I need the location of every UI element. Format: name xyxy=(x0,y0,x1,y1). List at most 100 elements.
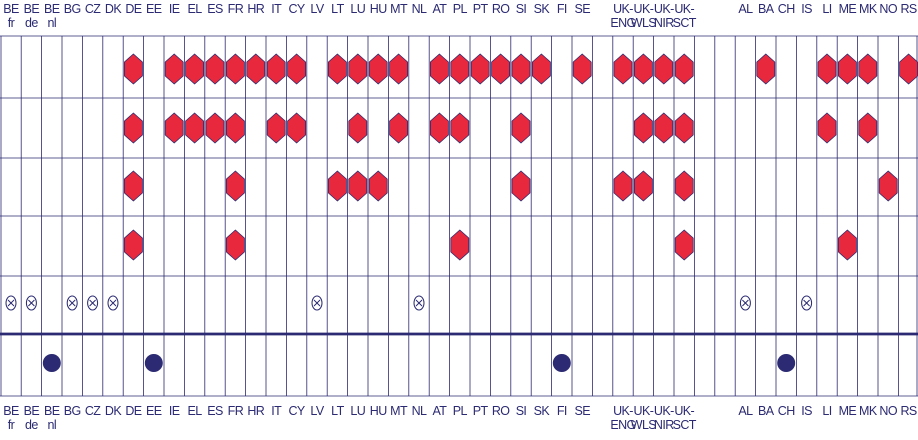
top-tick-label: LU xyxy=(350,2,365,16)
bottom-tick-label: UK- xyxy=(613,404,633,418)
hexagon-mark xyxy=(185,112,205,144)
top-tick-label: CZ xyxy=(85,2,101,16)
bottom-tick-label: CH xyxy=(778,404,795,418)
bottom-tick-label: IE xyxy=(169,404,180,418)
bottom-tick-label: de xyxy=(25,418,38,432)
hexagon-mark xyxy=(532,53,551,85)
bottom-tick-label: EL xyxy=(188,404,203,418)
bottom-tick-label: AT xyxy=(432,404,447,418)
bottom-tick-label: NL xyxy=(412,404,427,418)
cross-stroke xyxy=(28,299,35,307)
bottom-tick-label: nl xyxy=(48,418,57,432)
top-tick-label: ES xyxy=(207,2,223,16)
bottom-tick-label: BE xyxy=(44,404,60,418)
bottom-tick-label: PL xyxy=(453,404,468,418)
bottom-tick-label: UK- xyxy=(654,404,674,418)
top-tick-label: BE xyxy=(44,2,60,16)
hexagon-mark xyxy=(899,53,918,85)
crossed-circle-mark xyxy=(311,295,323,311)
hexagon-mark xyxy=(511,170,531,202)
hexagon-mark xyxy=(225,112,245,144)
top-tick-label: IT xyxy=(271,2,282,16)
dot-mark xyxy=(42,354,61,372)
top-tick-label: LI xyxy=(822,2,831,16)
top-tick-label: nl xyxy=(48,16,57,30)
top-tick-label: LT xyxy=(331,2,344,16)
bottom-tick-label: SI xyxy=(516,404,527,418)
cross-stroke xyxy=(109,299,117,307)
top-tick-label: NO xyxy=(879,2,897,16)
hexagon-mark xyxy=(654,53,674,85)
hexagon-mark xyxy=(225,229,245,261)
hexagon-mark xyxy=(266,53,286,85)
hexagon-mark xyxy=(511,53,531,85)
hexagon-mark xyxy=(654,112,674,144)
bottom-tick-label: ME xyxy=(839,404,857,418)
hexagon-mark xyxy=(225,170,245,202)
bottom-tick-label: BG xyxy=(64,404,81,418)
bottom-tick-label: SCT xyxy=(673,418,697,432)
bottom-tick-label: FR xyxy=(228,404,244,418)
crossed-circle-mark xyxy=(25,295,37,311)
top-tick-label: BA xyxy=(758,2,775,16)
bottom-tick-label: DE xyxy=(125,404,141,418)
top-tick-label: fr xyxy=(8,16,15,30)
hexagon-mark xyxy=(164,112,184,144)
bottom-tick-label: UK- xyxy=(674,404,694,418)
top-tick-label: FR xyxy=(228,2,244,16)
bottom-tick-label: EE xyxy=(146,404,162,418)
hexagon-mark xyxy=(205,53,225,85)
bottom-tick-label: ENG xyxy=(610,418,635,432)
hexagon-mark xyxy=(858,53,878,85)
top-tick-label: SCT xyxy=(673,16,697,30)
cross-stroke xyxy=(415,299,423,307)
bottom-tick-label: NO xyxy=(879,404,897,418)
hexagon-mark xyxy=(327,53,347,85)
top-tick-label: CY xyxy=(289,2,306,16)
hexagon-mark xyxy=(348,112,368,144)
hexagon-mark xyxy=(389,112,409,144)
bottom-tick-label: WLS xyxy=(631,418,657,432)
top-tick-label: DE xyxy=(125,2,141,16)
top-tick-label: SI xyxy=(516,2,527,16)
hexagon-mark xyxy=(450,112,470,144)
cross-stroke xyxy=(803,299,810,307)
top-tick-label: AL xyxy=(738,2,753,16)
top-tick-label: RS xyxy=(901,2,917,16)
bottom-tick-label: NIR xyxy=(654,418,674,432)
top-tick-label: PT xyxy=(473,2,489,16)
top-tick-label: UK- xyxy=(634,2,654,16)
top-tick-label: CH xyxy=(778,2,795,16)
hexagon-mark xyxy=(164,53,184,85)
hexagon-mark xyxy=(450,53,470,85)
bottom-tick-label: fr xyxy=(8,418,15,432)
hexagon-mark xyxy=(858,112,878,144)
hexagon-mark xyxy=(572,53,592,85)
top-tick-label: FI xyxy=(557,2,567,16)
top-tick-label: HU xyxy=(370,2,387,16)
bottom-tick-label: AL xyxy=(738,404,753,418)
hexagon-mark xyxy=(368,170,388,202)
crossed-circle-mark xyxy=(66,295,78,311)
hexagon-mark xyxy=(491,53,511,85)
top-tick-label: RO xyxy=(492,2,510,16)
top-tick-label: AT xyxy=(432,2,447,16)
top-tick-label: UK- xyxy=(654,2,674,16)
hexagon-mark xyxy=(246,53,266,85)
hexagon-mark xyxy=(634,53,653,85)
hexagon-mark xyxy=(634,112,653,144)
bottom-tick-label: LU xyxy=(350,404,365,418)
bottom-tick-label: RO xyxy=(492,404,510,418)
bottom-tick-label: CY xyxy=(289,404,306,418)
bottom-tick-label: ES xyxy=(207,404,223,418)
hexagon-mark xyxy=(124,112,143,144)
crossed-circle-mark xyxy=(5,295,17,311)
top-tick-label: BG xyxy=(64,2,81,16)
top-tick-label: ME xyxy=(839,2,857,16)
bottom-tick-label: MT xyxy=(390,404,408,418)
hexagon-mark xyxy=(266,112,286,144)
top-tick-label: EL xyxy=(188,2,203,16)
hexagon-mark xyxy=(838,53,857,85)
